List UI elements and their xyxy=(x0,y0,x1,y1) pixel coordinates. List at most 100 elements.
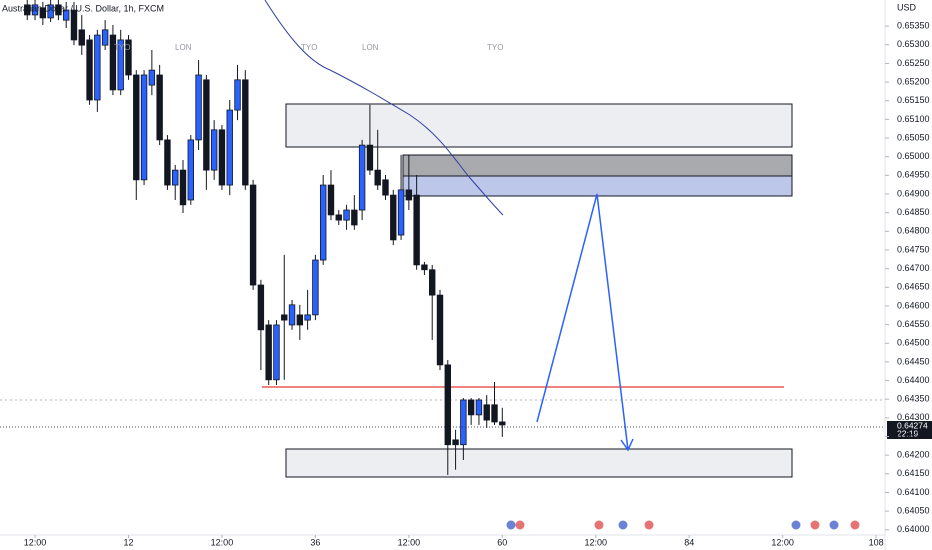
last-price-box xyxy=(887,421,932,439)
candle-body xyxy=(55,4,62,16)
candle-body xyxy=(397,189,405,236)
candle-body xyxy=(491,404,498,423)
y-tick-label: 0.64350 xyxy=(897,394,930,404)
candle-body xyxy=(467,399,475,416)
x-tick-label: 12:00 xyxy=(584,537,607,547)
candle-body xyxy=(164,139,171,186)
candle-body xyxy=(405,189,413,201)
flag-icon xyxy=(829,520,839,530)
candle-body xyxy=(351,209,358,226)
candles xyxy=(24,0,506,475)
zone-box xyxy=(285,448,793,478)
x-tick-label: 36 xyxy=(310,537,320,547)
candle-body xyxy=(117,39,124,91)
flag-icon xyxy=(594,520,604,530)
y-tick-label: 0.64200 xyxy=(897,450,930,460)
candle-body xyxy=(62,9,70,21)
countdown-label: 22:19 xyxy=(897,428,919,438)
x-tick-label: 12:00 xyxy=(211,537,234,547)
x-tick-label: 60 xyxy=(497,537,507,547)
session-label: TYO xyxy=(487,43,503,52)
moving-average xyxy=(264,0,504,216)
projection-arrow xyxy=(536,193,634,452)
y-tick-label: 0.64300 xyxy=(897,412,930,422)
y-tick-label: 0.65050 xyxy=(897,132,930,142)
session-label: LON xyxy=(362,43,379,52)
candle-body xyxy=(125,39,132,76)
candle-body xyxy=(234,79,241,111)
candle-body xyxy=(187,139,194,201)
y-tick-label: 0.64450 xyxy=(897,356,930,366)
candle-body xyxy=(288,304,296,326)
candle-body xyxy=(499,421,506,426)
candle-body xyxy=(148,69,156,86)
y-tick-label: 0.64250 xyxy=(897,431,930,441)
candle-body xyxy=(265,324,272,381)
session-label: LON xyxy=(175,43,192,52)
candle-body xyxy=(413,194,420,266)
candle-body xyxy=(78,29,85,46)
flag-icon xyxy=(515,520,525,530)
flag-icon xyxy=(850,520,860,530)
y-tick-label: 0.64000 xyxy=(897,524,930,534)
y-tick-label: 0.65150 xyxy=(897,95,930,105)
y-tick-label: 0.65100 xyxy=(897,114,930,124)
candle-body xyxy=(156,74,163,141)
candle-body xyxy=(195,74,202,141)
candle-body xyxy=(460,399,467,446)
candle-body xyxy=(390,194,397,241)
y-tick-label: 0.64800 xyxy=(897,226,930,236)
arrow-path xyxy=(536,193,629,451)
candle-body xyxy=(296,314,304,326)
y-tick-label: 0.64600 xyxy=(897,300,930,310)
candle-body xyxy=(86,39,93,101)
last-price-label: 0.64274 xyxy=(897,420,928,430)
y-tick-label: 0.64650 xyxy=(897,282,930,292)
y-tick-label: 0.64950 xyxy=(897,170,930,180)
x-tick-label: 108 xyxy=(869,537,884,547)
y-tick-label: 0.65000 xyxy=(897,151,930,161)
candle-body xyxy=(327,184,335,216)
candle-body xyxy=(140,74,148,181)
candle-body xyxy=(133,74,140,181)
x-tick-label: 12 xyxy=(123,537,133,547)
zone-box xyxy=(402,175,793,197)
y-tick-label: 0.64850 xyxy=(897,207,930,217)
candle-body xyxy=(101,29,109,46)
candle-body xyxy=(179,169,187,206)
y-tick-label: 0.64150 xyxy=(897,468,930,478)
y-tick-label: 0.65200 xyxy=(897,76,930,86)
y-tick-label: 0.64750 xyxy=(897,244,930,254)
candle-body xyxy=(24,4,31,16)
y-tick-label: 0.64500 xyxy=(897,338,930,348)
flag-icon xyxy=(644,520,654,530)
candle-body xyxy=(47,4,54,19)
candle-body xyxy=(304,314,311,321)
flag-icon xyxy=(618,520,628,530)
candle-body xyxy=(444,364,451,446)
session-label: TYO xyxy=(301,43,317,52)
candle-body xyxy=(366,144,374,171)
candle-body xyxy=(436,294,444,366)
candle-body xyxy=(242,79,249,186)
candle-body xyxy=(70,9,78,41)
candle-body xyxy=(109,34,117,91)
candle-body xyxy=(421,264,428,271)
candle-body xyxy=(319,184,327,261)
y-tick-label: 0.64550 xyxy=(897,319,930,329)
candle-body xyxy=(429,269,436,296)
y-tick-label: 0.64400 xyxy=(897,375,930,385)
candle-body xyxy=(452,439,459,446)
candle-body xyxy=(249,184,257,286)
candle-body xyxy=(210,129,218,171)
candle-body xyxy=(374,169,381,186)
candle-body xyxy=(358,144,366,211)
x-tick-label: 84 xyxy=(684,537,694,547)
y-tick-label: 0.65300 xyxy=(897,39,930,49)
y-tick-label: 0.64700 xyxy=(897,263,930,273)
y-tick-label: 0.64100 xyxy=(897,487,930,497)
event-flags xyxy=(506,520,860,530)
zone-box xyxy=(402,154,793,177)
chart-title: Australian Dollar / U.S. Dollar, 1h, FXC… xyxy=(2,3,164,13)
